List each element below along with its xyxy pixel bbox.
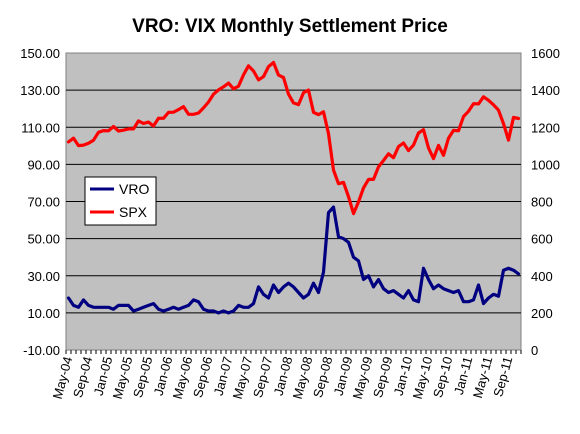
legend: VRO SPX xyxy=(84,176,157,226)
series-line-spx xyxy=(66,60,521,216)
chart-title: VRO: VIX Monthly Settlement Price xyxy=(132,16,448,37)
left-axis: 150.00 130.00 110.00 90.00 70.00 50.00 30.00 10… xyxy=(20,46,60,358)
left-tick-label: 130.00 xyxy=(20,83,60,98)
right-tick-label: 1200 xyxy=(531,120,560,135)
right-tick-label: 1400 xyxy=(531,83,560,98)
legend-box xyxy=(84,176,157,226)
left-tick-label: 110.00 xyxy=(21,120,60,135)
left-tick-label: 10.00 xyxy=(27,306,60,321)
right-tick-label: 1000 xyxy=(531,157,560,172)
right-axis: 1600 1400 1200 1000 800 600 400 200 0 xyxy=(531,46,560,358)
series-line-vro xyxy=(66,205,521,315)
right-tick-label: 200 xyxy=(531,306,553,321)
legend-label-vro: VRO xyxy=(119,181,149,197)
right-tick-label: 400 xyxy=(531,269,553,284)
x-axis: May-04Sep-04Jan-05May-05Sep-05Jan-06May-… xyxy=(50,350,522,401)
right-tick-label: 0 xyxy=(531,343,538,358)
right-tick-label: 1600 xyxy=(531,46,560,61)
left-tick-label: -10.00 xyxy=(23,343,60,358)
gridlines xyxy=(66,89,521,314)
right-tick-label: 800 xyxy=(531,195,553,210)
left-tick-label: 30.00 xyxy=(27,269,60,284)
right-tick-label: 600 xyxy=(531,232,553,247)
left-tick-label: 90.00 xyxy=(27,157,60,172)
left-tick-label: 150.00 xyxy=(20,46,60,61)
series-lines xyxy=(66,60,521,315)
left-tick-label: 50.00 xyxy=(27,232,60,247)
left-tick-label: 70.00 xyxy=(27,195,60,210)
legend-label-spx: SPX xyxy=(119,204,148,220)
